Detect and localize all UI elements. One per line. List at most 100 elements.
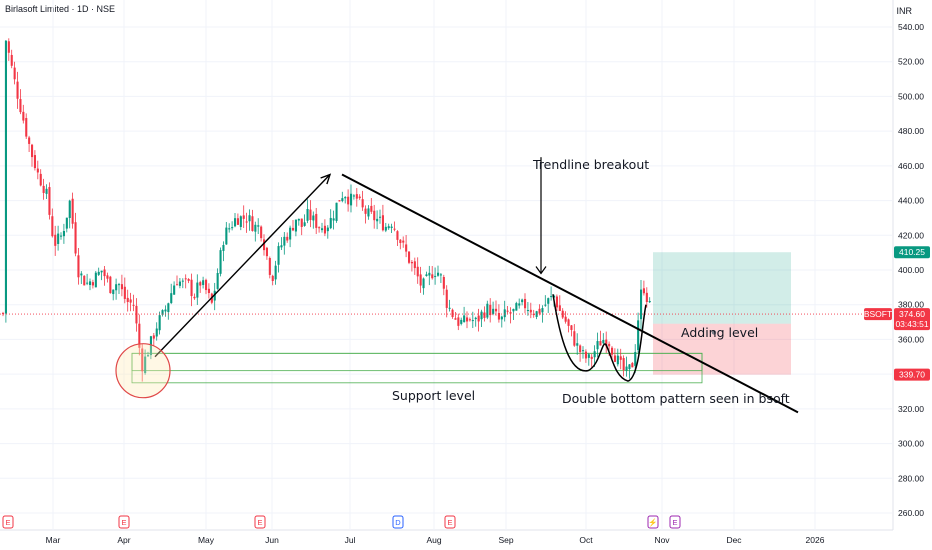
candle-up: [149, 336, 152, 356]
candle-up: [254, 224, 257, 232]
candle-up: [335, 202, 338, 221]
candle-up: [352, 195, 355, 197]
candle-up: [544, 304, 547, 306]
event-markers: E E E D E ⚡ E: [2, 515, 681, 529]
candle-down: [579, 345, 582, 353]
candle-up: [178, 281, 181, 286]
candle-down: [242, 215, 245, 219]
price-tick-label: 260.00: [898, 508, 924, 518]
candle-down: [561, 310, 564, 318]
candle-down: [309, 209, 312, 220]
candle-down: [54, 234, 57, 246]
time-tick-label: 2026: [806, 535, 825, 545]
candle-down: [187, 278, 190, 281]
candle-up: [587, 354, 590, 358]
candle-up: [387, 226, 390, 229]
candle-up: [97, 271, 100, 275]
candle-down: [431, 274, 434, 279]
candle-down: [28, 137, 31, 144]
candle-up: [181, 280, 184, 282]
candle-up: [492, 308, 495, 314]
candle-up: [303, 222, 306, 226]
candle-up: [515, 303, 518, 311]
candle-down: [413, 261, 416, 269]
drawing-zones: [131, 252, 791, 384]
candle-down: [141, 348, 144, 372]
candle-down: [292, 227, 295, 231]
candle-down: [318, 227, 321, 229]
candle-down: [74, 222, 77, 254]
candle-down: [483, 312, 486, 318]
candle-up: [428, 272, 431, 276]
candle-down: [567, 319, 570, 326]
event-marker: [444, 515, 456, 529]
candle-down: [10, 54, 13, 66]
candle-down: [451, 309, 454, 317]
candle-down: [315, 213, 318, 228]
candle-up: [439, 274, 442, 276]
downtrend-line: [341, 173, 799, 414]
price-axis: 260.00280.00300.00320.00340.00360.00380.…: [898, 22, 924, 518]
candle-down: [370, 205, 373, 212]
candle-up: [602, 339, 605, 344]
price-tick-label: 440.00: [898, 196, 924, 206]
candle-down: [106, 275, 109, 279]
candle-up: [503, 309, 506, 318]
double-bottom-curve: [552, 294, 647, 382]
candle-up: [628, 364, 631, 370]
event-marker-label: E: [257, 518, 262, 527]
last-price-tag: [894, 308, 930, 331]
candle-up: [376, 218, 379, 222]
candle-down: [642, 288, 645, 294]
candle-up: [384, 226, 387, 231]
candle-down: [442, 276, 445, 289]
time-tick-label: Jun: [265, 535, 279, 545]
candle-down: [355, 194, 358, 199]
price-tick-label: 520.00: [898, 57, 924, 67]
candle-down: [36, 168, 39, 173]
candle-down: [419, 274, 422, 286]
event-marker-label: D: [395, 518, 401, 527]
candle-up: [294, 219, 297, 232]
candle-up: [500, 316, 503, 320]
time-tick-label: Apr: [117, 535, 130, 545]
candle-up: [434, 275, 437, 277]
candle-up: [448, 307, 451, 309]
candle-up: [422, 278, 425, 289]
candle-down: [361, 199, 364, 208]
candle-up: [100, 270, 103, 273]
candle-down: [396, 231, 399, 240]
candle-down: [42, 185, 45, 193]
price-tick-label: 380.00: [898, 300, 924, 310]
candle-up: [332, 218, 335, 221]
candle-down: [91, 282, 94, 286]
candle-up: [274, 265, 277, 280]
candle-up: [625, 366, 628, 371]
rally-arrow-head: [320, 173, 332, 185]
candle-up: [45, 188, 48, 194]
price-tick-label: 540.00: [898, 22, 924, 32]
candle-down: [613, 355, 616, 362]
support-zone: [131, 352, 703, 372]
candle-down: [619, 356, 622, 360]
candle-up: [239, 216, 242, 227]
candle-up: [593, 351, 596, 358]
candle-down: [608, 343, 611, 347]
candle-down: [268, 258, 271, 275]
candle-down: [358, 196, 361, 199]
candle-up: [521, 299, 524, 303]
candle-down: [408, 251, 411, 263]
symbol-tag-label: BSOFT: [864, 309, 892, 319]
time-tick-label: Sep: [498, 535, 513, 545]
candle-down: [532, 313, 535, 316]
candle-down: [393, 228, 396, 230]
label-double-bottom: Double bottom pattern seen in bsoft: [562, 391, 790, 406]
candle-up: [155, 328, 158, 337]
candle-down: [509, 312, 512, 314]
candle-down: [497, 312, 500, 320]
candle-down: [506, 310, 509, 312]
candle-down: [132, 304, 135, 306]
symbol-tag: [864, 308, 892, 321]
candle-down: [126, 297, 129, 303]
